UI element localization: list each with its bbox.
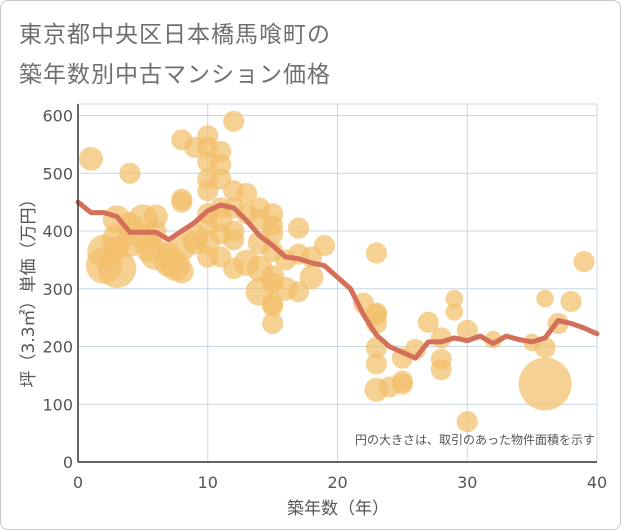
chart-title-line-2: 築年数別中古マンション価格 xyxy=(19,62,331,88)
data-bubble xyxy=(313,234,336,257)
x-tick-label: 40 xyxy=(587,473,607,492)
data-bubble xyxy=(365,353,388,375)
y-tick-label: 300 xyxy=(42,280,73,299)
data-bubble xyxy=(223,229,245,251)
y-tick-label: 200 xyxy=(42,338,73,357)
x-tick-label: 10 xyxy=(198,473,218,492)
data-bubble xyxy=(79,146,103,171)
data-bubble xyxy=(262,295,284,317)
data-bubble xyxy=(262,312,284,335)
data-bubble xyxy=(518,357,572,411)
data-bubble xyxy=(573,251,595,273)
data-bubble xyxy=(536,289,554,308)
data-bubble xyxy=(560,290,582,313)
data-bubble xyxy=(534,337,556,359)
y-tick-label: 500 xyxy=(42,164,73,183)
data-bubble xyxy=(236,182,258,205)
y-tick-label: 0 xyxy=(63,453,73,472)
y-axis-label: 坪（3.3㎡）単価（万円） xyxy=(19,190,39,387)
x-axis-label: 築年数（年） xyxy=(287,499,389,519)
y-tick-label: 600 xyxy=(42,107,73,126)
data-bubble xyxy=(484,330,503,349)
bubbles xyxy=(79,110,595,433)
data-bubble xyxy=(456,319,478,341)
data-bubble xyxy=(169,259,194,284)
size-note: 円の大きさは、取引のあった物件面積を示す xyxy=(355,432,595,447)
x-tick-label: 20 xyxy=(327,473,347,492)
data-bubble xyxy=(445,289,464,308)
data-bubble xyxy=(223,110,245,132)
trend-line xyxy=(75,199,600,361)
x-tick-label: 30 xyxy=(457,473,477,492)
data-bubble xyxy=(417,311,439,333)
data-bubble xyxy=(430,359,452,381)
data-bubble xyxy=(445,303,464,321)
y-tick-label: 400 xyxy=(42,222,73,241)
grid xyxy=(77,103,598,463)
data-bubble xyxy=(365,242,388,264)
data-bubble xyxy=(456,410,478,433)
data-bubble xyxy=(171,191,193,213)
data-bubble xyxy=(287,217,310,239)
data-bubble xyxy=(299,265,324,290)
data-bubble xyxy=(391,373,413,395)
data-bubble xyxy=(97,249,137,288)
x-tick-label: 0 xyxy=(73,473,83,492)
y-tick-label: 100 xyxy=(42,395,73,414)
axes xyxy=(77,104,597,463)
data-bubble xyxy=(119,162,141,184)
chart-title-line-1: 東京都中央区日本橋馬喰町の xyxy=(19,22,331,48)
